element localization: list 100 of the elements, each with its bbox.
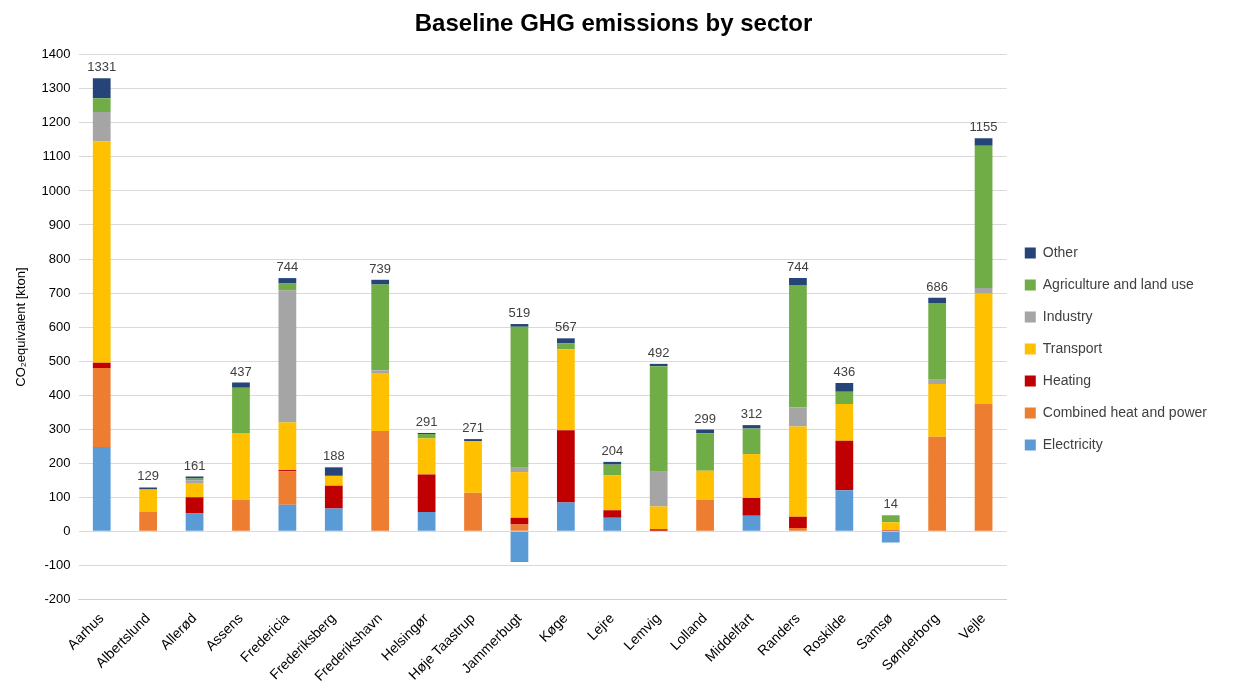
y-tick-label: -100 (44, 556, 71, 572)
bar (92, 362, 111, 368)
bar (742, 515, 761, 531)
bar (464, 441, 482, 493)
y-tick-label: 0 (63, 522, 71, 538)
bar (371, 430, 390, 531)
total-label: 567 (555, 319, 577, 335)
bar (278, 471, 297, 505)
bar (556, 349, 575, 431)
bar (185, 497, 204, 514)
bar (789, 284, 807, 408)
bar (556, 502, 575, 531)
bar (696, 433, 714, 471)
bar (417, 438, 436, 475)
total-label: 492 (647, 344, 670, 360)
bar (92, 98, 111, 112)
total-label: 744 (276, 259, 299, 275)
bar (232, 382, 250, 388)
bar (928, 302, 947, 380)
bar (556, 338, 575, 344)
total-label: 437 (230, 363, 252, 379)
bar (278, 422, 297, 471)
bar (835, 490, 854, 531)
bar (556, 430, 575, 503)
bar (278, 504, 297, 531)
y-tick-label: 1300 (41, 80, 71, 96)
y-tick-label: 1100 (42, 148, 71, 164)
total-label: 312 (740, 406, 763, 422)
bar (417, 474, 436, 512)
legend-label: Transport (1042, 339, 1103, 356)
bar (974, 145, 993, 288)
bar (371, 279, 390, 285)
bar (510, 324, 529, 327)
bar (835, 404, 854, 441)
total-label: 188 (322, 448, 345, 464)
y-axis-title: CO₂equivalent [kton] (13, 267, 29, 387)
bar (928, 297, 947, 303)
bar (928, 383, 947, 437)
y-tick-label: 600 (48, 318, 71, 334)
bar (92, 78, 111, 99)
bar (324, 475, 343, 486)
total-label: 14 (883, 496, 898, 512)
bar (417, 511, 436, 531)
chart-title: Baseline GHG emissions by sector (414, 9, 813, 37)
bar (974, 287, 993, 294)
bar (881, 531, 900, 543)
bar (974, 138, 993, 146)
x-tick-label: Vejle (955, 609, 989, 643)
y-tick-label: 1200 (41, 114, 71, 130)
bar (789, 407, 807, 427)
total-label: 204 (601, 442, 624, 458)
y-tick-label: 700 (48, 284, 71, 300)
total-label: 291 (415, 414, 438, 430)
bar (139, 511, 158, 531)
bar (92, 111, 111, 142)
total-label: 161 (183, 457, 206, 473)
bar (974, 293, 993, 404)
y-tick-label: 100 (48, 488, 71, 504)
legend-label: Heating (1042, 371, 1092, 388)
legend-label: Electricity (1042, 435, 1103, 452)
bar (371, 370, 390, 374)
bar (649, 506, 668, 530)
bar (649, 471, 668, 507)
bar (232, 432, 250, 500)
bar (742, 428, 761, 455)
y-tick-label: 1400 (41, 46, 71, 62)
bar (324, 467, 343, 476)
total-label: 271 (462, 420, 484, 436)
bar (371, 284, 390, 371)
bar (789, 516, 807, 528)
y-tick-label: 300 (48, 420, 71, 436)
bar (92, 367, 111, 447)
bar (278, 290, 297, 423)
bar (881, 522, 900, 531)
bar (649, 366, 668, 472)
y-tick-label: 500 (48, 352, 71, 368)
total-label: 1331 (87, 59, 117, 75)
y-tick-label: 400 (48, 386, 71, 402)
bar (928, 379, 947, 384)
total-label: 1155 (969, 119, 998, 135)
bar (324, 508, 343, 531)
total-label: 299 (694, 410, 716, 426)
total-label: 686 (926, 278, 949, 294)
bar (92, 446, 111, 531)
bar (696, 470, 714, 500)
bar (835, 382, 854, 392)
bar (603, 510, 622, 518)
bar (789, 527, 807, 531)
bar (835, 440, 854, 491)
y-tick-label: -200 (44, 590, 71, 606)
bar (603, 461, 622, 465)
legend-label: Agriculture and land use (1042, 275, 1194, 292)
bar (835, 391, 854, 405)
bar (603, 475, 622, 511)
bar (742, 454, 761, 498)
y-tick-label: 200 (48, 454, 71, 470)
bar (185, 513, 204, 531)
y-tick-label: 800 (48, 250, 71, 266)
bar (510, 524, 529, 531)
bar (232, 499, 250, 531)
